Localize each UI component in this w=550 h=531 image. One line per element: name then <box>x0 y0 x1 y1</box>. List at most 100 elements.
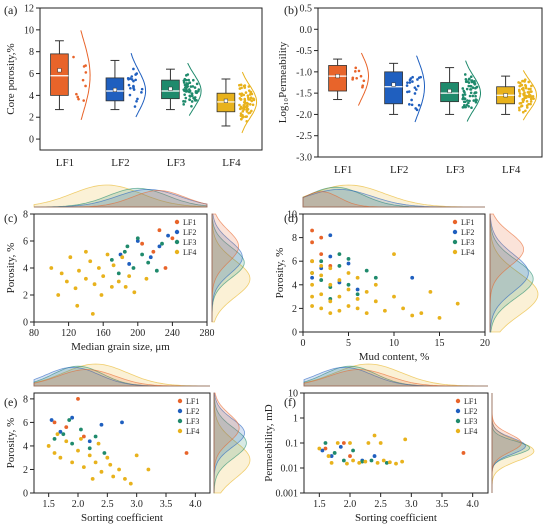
legend-label-LF2: LF2 <box>183 228 196 237</box>
panel-f: (f) 1.5 2.0 2.5 3.0 3.5 4.0 0.001 0.01 0.1 1 10 Sort… <box>263 389 489 524</box>
data-point <box>355 287 360 292</box>
data-point <box>465 103 469 107</box>
y-tick-label: 6 <box>23 237 28 248</box>
legend-marker-LF4 <box>177 428 183 434</box>
data-point <box>73 286 78 291</box>
plot-frame <box>317 7 543 158</box>
data-point <box>197 88 201 91</box>
marginal-right <box>213 392 251 494</box>
data-point <box>109 258 114 262</box>
data-point <box>346 271 351 275</box>
data-point <box>319 306 324 311</box>
panel-label: (f) <box>284 395 296 409</box>
marginal-right <box>489 213 539 333</box>
density-LF3 <box>213 392 247 494</box>
data-point <box>532 97 535 100</box>
data-point <box>373 282 378 287</box>
mean-marker <box>335 74 340 79</box>
data-point <box>346 261 351 266</box>
data-point <box>58 455 63 460</box>
data-point <box>529 100 533 103</box>
plot-frame <box>39 7 263 151</box>
data-point <box>64 439 69 444</box>
data-point <box>354 66 358 70</box>
x-axis-label: Median grain size, μm <box>71 341 170 353</box>
x-tick-label: LF1 <box>56 157 74 169</box>
data-point <box>328 282 333 287</box>
marginal-top <box>33 363 210 387</box>
x-tick-label: 20 <box>480 338 490 349</box>
data-point <box>405 84 409 87</box>
data-point <box>144 276 149 281</box>
legend-marker-LF1 <box>177 398 183 404</box>
y-tick-label: 4 <box>29 91 34 102</box>
y-tick-label: -0.5 <box>296 46 312 57</box>
data-point <box>81 78 85 82</box>
distribution-curve <box>465 60 481 122</box>
box-LF3 <box>161 62 202 116</box>
data-point <box>474 100 478 104</box>
data-point <box>120 255 125 260</box>
density-LF4 <box>489 213 539 333</box>
legend-marker-LF3 <box>452 239 458 245</box>
density-LF4 <box>213 393 251 494</box>
data-point <box>250 109 253 113</box>
mean-marker <box>447 88 452 94</box>
data-point <box>116 271 121 276</box>
y-tick-label: 10 <box>24 25 34 36</box>
data-point <box>238 87 242 90</box>
data-point <box>525 104 529 107</box>
data-point <box>525 99 529 103</box>
y-tick-label: 2 <box>23 291 28 302</box>
data-point <box>243 102 247 105</box>
x-tick-label: 2.5 <box>374 499 387 510</box>
data-point <box>523 91 526 94</box>
data-point <box>96 441 101 446</box>
x-tick-label: 5 <box>346 338 351 349</box>
x-axis-label: Sorting coefficient <box>355 512 437 524</box>
plot-frame <box>33 213 208 323</box>
data-point <box>251 103 255 107</box>
panel-c: (c) 80 120 160 200 240 280 0 2 4 6 8 Median grain si… <box>4 210 215 354</box>
data-point <box>326 454 331 458</box>
data-point <box>182 81 186 84</box>
data-point <box>247 85 251 88</box>
legend-label-LF1: LF1 <box>464 397 477 406</box>
data-point <box>77 268 81 273</box>
data-point <box>249 90 253 94</box>
data-point <box>364 268 369 273</box>
data-point <box>355 275 360 280</box>
data-point <box>378 441 383 445</box>
data-point <box>70 415 75 420</box>
data-point <box>93 434 98 439</box>
data-point <box>188 90 191 94</box>
data-point <box>190 100 194 103</box>
y-axis-label: Porosity, % <box>5 243 17 294</box>
data-point <box>521 79 524 83</box>
data-point <box>521 110 525 114</box>
data-point <box>524 86 528 90</box>
data-point <box>428 289 433 294</box>
data-point <box>413 92 417 95</box>
data-point <box>310 259 314 264</box>
data-point <box>474 91 478 94</box>
series-LF3 <box>52 418 107 455</box>
data-point <box>361 85 364 89</box>
data-point <box>319 264 324 268</box>
data-point <box>406 81 409 84</box>
data-point <box>519 84 522 87</box>
data-point <box>56 293 61 297</box>
data-point <box>527 87 531 91</box>
data-point <box>467 101 470 105</box>
data-point <box>136 97 139 101</box>
data-point <box>77 97 80 101</box>
data-point <box>323 441 328 445</box>
data-point <box>238 92 242 96</box>
data-point <box>348 454 352 458</box>
data-point <box>135 236 140 241</box>
data-point <box>328 254 333 259</box>
legend-label-LF2: LF2 <box>464 407 477 416</box>
data-point <box>87 439 92 444</box>
data-point <box>240 117 243 121</box>
data-point <box>364 311 369 316</box>
